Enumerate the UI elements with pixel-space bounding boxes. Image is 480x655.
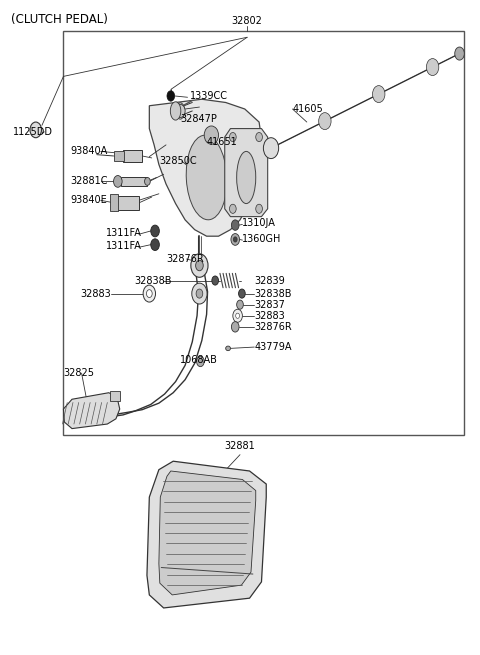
Circle shape <box>372 86 385 103</box>
Circle shape <box>426 58 439 75</box>
Text: 1311FA: 1311FA <box>107 228 142 238</box>
Circle shape <box>192 283 207 304</box>
Text: 32881C: 32881C <box>71 176 108 186</box>
Bar <box>120 178 147 186</box>
Circle shape <box>176 104 185 117</box>
Text: 1339CC: 1339CC <box>190 91 228 101</box>
Polygon shape <box>149 99 262 236</box>
Text: 1360GH: 1360GH <box>242 234 282 244</box>
Circle shape <box>237 300 243 309</box>
Ellipse shape <box>226 346 230 350</box>
Circle shape <box>233 309 242 322</box>
Circle shape <box>30 122 41 138</box>
Circle shape <box>196 260 203 271</box>
Text: 1311FA: 1311FA <box>107 241 142 251</box>
Circle shape <box>197 356 204 367</box>
Text: 32838B: 32838B <box>134 276 171 286</box>
Ellipse shape <box>204 126 218 144</box>
Text: 93840A: 93840A <box>71 147 108 157</box>
Text: 32802: 32802 <box>232 16 263 26</box>
Text: 32837: 32837 <box>254 300 285 310</box>
Text: 32883: 32883 <box>80 289 111 299</box>
Bar <box>114 151 124 160</box>
Bar <box>110 195 118 212</box>
Text: 32881: 32881 <box>225 441 255 451</box>
Circle shape <box>231 322 239 332</box>
Circle shape <box>231 220 239 231</box>
Text: 1125DD: 1125DD <box>13 127 53 137</box>
Circle shape <box>239 289 245 298</box>
Ellipse shape <box>186 135 227 220</box>
Circle shape <box>151 239 159 251</box>
Text: 43779A: 43779A <box>254 342 292 352</box>
Circle shape <box>256 204 263 214</box>
Text: 32876R: 32876R <box>254 322 292 332</box>
Circle shape <box>212 276 218 285</box>
Ellipse shape <box>237 151 256 204</box>
Polygon shape <box>225 128 268 217</box>
Circle shape <box>143 285 156 302</box>
Bar <box>123 150 142 162</box>
Text: 32883: 32883 <box>254 310 285 321</box>
Text: 1310JA: 1310JA <box>242 218 276 228</box>
Bar <box>63 31 464 435</box>
Circle shape <box>231 234 240 246</box>
Text: 1068AB: 1068AB <box>180 355 218 365</box>
Circle shape <box>151 225 159 237</box>
Text: 32876R: 32876R <box>166 254 204 264</box>
Polygon shape <box>63 393 120 428</box>
Circle shape <box>114 176 122 187</box>
Circle shape <box>264 138 279 159</box>
Circle shape <box>229 132 236 141</box>
Bar <box>110 392 120 401</box>
Text: 93840E: 93840E <box>71 195 108 205</box>
Text: 32825: 32825 <box>63 368 95 378</box>
Circle shape <box>167 91 175 101</box>
Circle shape <box>146 290 152 297</box>
Circle shape <box>191 253 208 277</box>
Circle shape <box>196 289 203 298</box>
Text: 41605: 41605 <box>292 104 323 114</box>
Circle shape <box>319 113 331 130</box>
Text: 32850C: 32850C <box>159 156 196 166</box>
Text: 41651: 41651 <box>206 137 237 147</box>
Polygon shape <box>147 461 266 608</box>
Polygon shape <box>159 471 256 595</box>
Circle shape <box>144 178 150 185</box>
Circle shape <box>256 132 263 141</box>
Circle shape <box>229 204 236 214</box>
Circle shape <box>455 47 464 60</box>
Circle shape <box>233 237 237 242</box>
Text: 32839: 32839 <box>254 276 285 286</box>
Bar <box>116 196 139 210</box>
Ellipse shape <box>176 103 185 119</box>
Circle shape <box>236 313 240 318</box>
Text: 32847P: 32847P <box>180 114 217 124</box>
Text: (CLUTCH PEDAL): (CLUTCH PEDAL) <box>11 13 108 26</box>
Text: 32838B: 32838B <box>254 289 292 299</box>
Ellipse shape <box>170 102 181 120</box>
